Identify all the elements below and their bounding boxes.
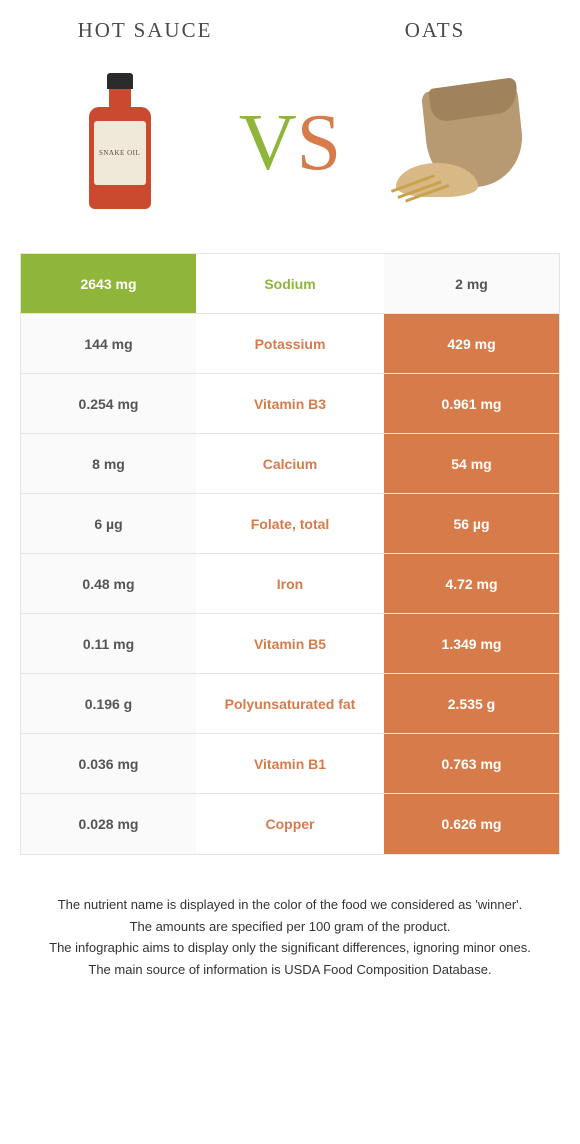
table-row: 2643 mgSodium2 mg (21, 254, 559, 314)
table-row: 0.48 mgIron4.72 mg (21, 554, 559, 614)
cell-left-value: 8 mg (21, 434, 196, 493)
cell-left-value: 0.11 mg (21, 614, 196, 673)
table-row: 8 mgCalcium54 mg (21, 434, 559, 494)
cell-nutrient-label: Copper (196, 794, 384, 854)
bottle-label: SNAKE OIL (94, 121, 146, 185)
cell-left-value: 6 µg (21, 494, 196, 553)
cell-left-value: 144 mg (21, 314, 196, 373)
cell-right-value: 56 µg (384, 494, 559, 553)
cell-nutrient-label: Calcium (196, 434, 384, 493)
cell-nutrient-label: Vitamin B5 (196, 614, 384, 673)
cell-right-value: 54 mg (384, 434, 559, 493)
table-row: 0.254 mgVitamin B30.961 mg (21, 374, 559, 434)
cell-right-value: 0.763 mg (384, 734, 559, 793)
infographic-root: HOT SAUCE OATS SNAKE OIL VS 2643 mgSo (0, 0, 580, 1001)
cell-left-value: 0.028 mg (21, 794, 196, 854)
cell-right-value: 2.535 g (384, 674, 559, 733)
cell-right-value: 4.72 mg (384, 554, 559, 613)
cell-nutrient-label: Folate, total (196, 494, 384, 553)
oats-image (380, 63, 540, 223)
footnote-line: The amounts are specified per 100 gram o… (30, 917, 550, 937)
cell-right-value: 1.349 mg (384, 614, 559, 673)
nutrient-table: 2643 mgSodium2 mg144 mgPotassium429 mg0.… (20, 253, 560, 855)
cell-left-value: 0.254 mg (21, 374, 196, 433)
cell-nutrient-label: Sodium (196, 254, 384, 313)
cell-left-value: 0.036 mg (21, 734, 196, 793)
cell-right-value: 0.626 mg (384, 794, 559, 854)
title-left: HOT SAUCE (0, 18, 290, 43)
cell-nutrient-label: Vitamin B3 (196, 374, 384, 433)
cell-left-value: 0.196 g (21, 674, 196, 733)
table-row: 0.11 mgVitamin B51.349 mg (21, 614, 559, 674)
cell-nutrient-label: Polyunsaturated fat (196, 674, 384, 733)
vs-v: V (239, 98, 297, 189)
vs-s: S (297, 98, 342, 189)
title-row: HOT SAUCE OATS (0, 0, 580, 53)
footnotes: The nutrient name is displayed in the co… (0, 855, 580, 1001)
title-right: OATS (290, 18, 580, 43)
hero-row: SNAKE OIL VS (0, 53, 580, 253)
cell-nutrient-label: Iron (196, 554, 384, 613)
vs-label: VS (239, 98, 341, 189)
cell-nutrient-label: Vitamin B1 (196, 734, 384, 793)
footnote-line: The main source of information is USDA F… (30, 960, 550, 980)
sack-icon (390, 83, 530, 203)
hot-sauce-image: SNAKE OIL (40, 63, 200, 223)
cell-right-value: 2 mg (384, 254, 559, 313)
bottle-icon: SNAKE OIL (85, 73, 155, 213)
table-row: 6 µgFolate, total56 µg (21, 494, 559, 554)
footnote-line: The infographic aims to display only the… (30, 938, 550, 958)
table-row: 0.036 mgVitamin B10.763 mg (21, 734, 559, 794)
cell-right-value: 0.961 mg (384, 374, 559, 433)
cell-left-value: 2643 mg (21, 254, 196, 313)
table-row: 144 mgPotassium429 mg (21, 314, 559, 374)
table-row: 0.196 gPolyunsaturated fat2.535 g (21, 674, 559, 734)
cell-right-value: 429 mg (384, 314, 559, 373)
cell-left-value: 0.48 mg (21, 554, 196, 613)
footnote-line: The nutrient name is displayed in the co… (30, 895, 550, 915)
cell-nutrient-label: Potassium (196, 314, 384, 373)
table-row: 0.028 mgCopper0.626 mg (21, 794, 559, 854)
